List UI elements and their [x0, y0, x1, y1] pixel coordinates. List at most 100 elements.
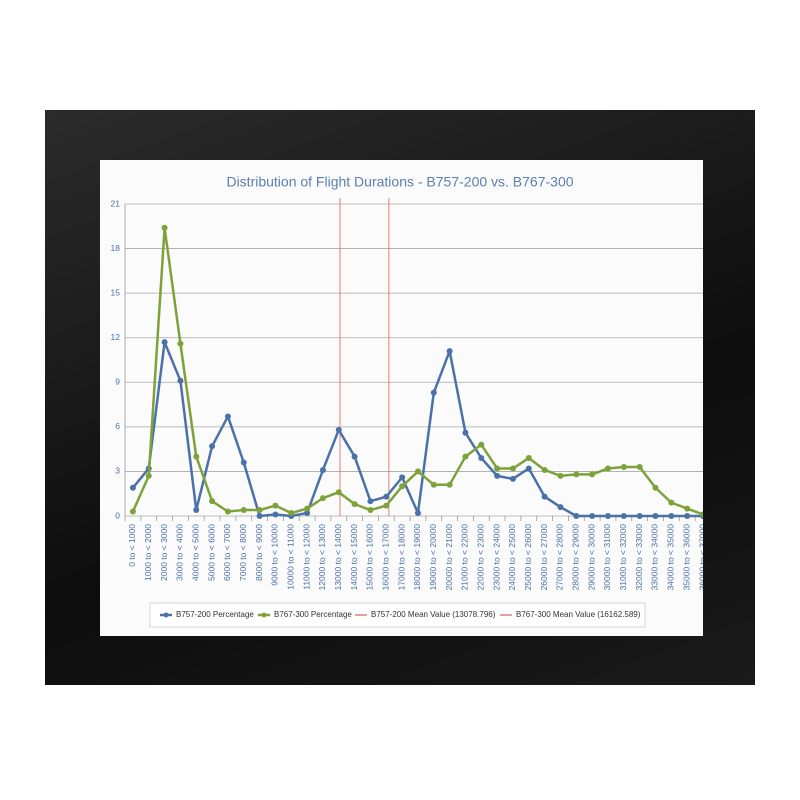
data-point	[193, 453, 200, 460]
data-point	[636, 513, 643, 519]
data-point	[367, 507, 374, 514]
x-tick-label: 8000 to < 9000	[254, 524, 264, 581]
y-tick-label: 15	[111, 287, 121, 297]
data-point	[383, 502, 390, 509]
data-point	[478, 455, 485, 462]
data-point	[304, 510, 311, 517]
x-tick-label: 12000 to < 13000	[317, 524, 327, 591]
data-point	[525, 465, 532, 472]
x-tick-label: 32000 to < 33000	[634, 524, 644, 591]
y-tick-label: 21	[111, 198, 121, 208]
data-point	[335, 426, 342, 433]
x-tick-label: 27000 to < 28000	[555, 524, 565, 591]
monitor-screen: Distribution of Flight Durations - B757-…	[100, 160, 703, 636]
x-tick-label: 18000 to < 19000	[412, 524, 422, 591]
data-point	[462, 453, 469, 460]
data-point	[541, 493, 548, 500]
chart-title: Distribution of Flight Durations - B757-…	[226, 174, 573, 190]
data-point	[256, 507, 263, 514]
data-point	[240, 459, 247, 466]
data-point	[161, 224, 168, 231]
data-point	[399, 483, 406, 490]
data-point	[509, 465, 516, 472]
x-tick-label: 7000 to < 8000	[238, 524, 248, 581]
data-point	[652, 484, 659, 491]
x-tick-label: 25000 to < 26000	[523, 524, 533, 591]
x-tick-label: 24000 to < 25000	[507, 524, 517, 591]
x-tick-label: 26000 to < 27000	[539, 524, 549, 591]
x-tick-label: 3000 to < 4000	[175, 524, 185, 581]
data-point	[541, 466, 548, 473]
x-tick-label: 10000 to < 11000	[286, 524, 296, 590]
x-tick-label: 17000 to < 18000	[396, 524, 406, 591]
x-tick-label: 34000 to < 35000	[666, 524, 676, 591]
x-tick-label: 19000 to < 20000	[428, 524, 438, 591]
data-point	[224, 413, 231, 420]
x-tick-label: 29000 to < 30000	[586, 524, 596, 591]
legend-label: B767-300 Percentage	[274, 610, 352, 619]
data-point	[557, 504, 564, 511]
x-tick-label: 22000 to < 23000	[476, 524, 486, 591]
data-point	[684, 513, 691, 519]
data-point	[319, 466, 326, 473]
x-tick-label: 16000 to < 17000	[381, 524, 391, 591]
x-tick-label: 9000 to < 10000	[270, 524, 280, 586]
x-tick-label: 21000 to < 22000	[460, 524, 470, 591]
data-point	[209, 498, 216, 505]
data-point	[209, 443, 216, 450]
data-point	[652, 513, 659, 519]
data-point	[668, 499, 675, 506]
data-point	[335, 489, 342, 496]
data-point	[256, 513, 263, 519]
data-point	[668, 513, 675, 519]
series-line	[131, 340, 703, 518]
x-tick-label: 6000 to < 7000	[222, 524, 232, 581]
data-point	[414, 468, 421, 475]
x-tick-label: 35000 to < 36000	[681, 524, 691, 591]
x-tick-label: 28000 to < 29000	[571, 524, 581, 591]
chart: Distribution of Flight Durations - B757-…	[111, 174, 703, 628]
legend-swatch-dot	[163, 612, 169, 618]
data-point	[620, 463, 627, 470]
data-point	[351, 501, 358, 508]
data-point	[589, 471, 596, 478]
data-point	[430, 389, 437, 396]
data-point	[494, 472, 501, 479]
x-tick-label: 20000 to < 21000	[444, 524, 454, 591]
data-point	[525, 455, 532, 462]
x-tick-label: 30000 to < 31000	[602, 524, 612, 591]
y-tick-label: 6	[115, 421, 120, 431]
data-point	[573, 513, 580, 519]
x-tick-label: 31000 to < 32000	[618, 524, 628, 591]
y-tick-label: 0	[115, 510, 120, 520]
data-point	[304, 505, 311, 512]
x-tick-label: 13000 to < 14000	[333, 524, 343, 591]
x-tick-label: 0 to < 1000	[127, 524, 137, 567]
data-point	[446, 348, 453, 355]
data-point	[446, 481, 453, 488]
x-tick-label: 5000 to < 6000	[206, 524, 216, 581]
x-tick-label: 4000 to < 5000	[191, 524, 201, 581]
x-tick-label: 36000 to < 37000	[697, 524, 703, 591]
x-tick-label: 23000 to < 24000	[491, 524, 501, 591]
data-point	[240, 507, 247, 514]
x-tick-label: 1000 to < 2000	[143, 524, 153, 581]
data-point	[604, 465, 611, 472]
legend-label: B757-200 Percentage	[176, 610, 254, 619]
y-tick-label: 12	[111, 332, 121, 342]
data-point	[272, 502, 279, 509]
data-point	[367, 498, 374, 505]
data-point	[509, 475, 516, 482]
data-point	[604, 513, 611, 519]
x-tick-label: 33000 to < 34000	[650, 524, 660, 591]
data-point	[177, 340, 184, 347]
data-point	[177, 377, 184, 384]
y-tick-label: 3	[115, 466, 120, 476]
data-point	[272, 511, 279, 518]
legend-label: B757-200 Mean Value (13078.796)	[371, 610, 496, 619]
data-point	[494, 465, 501, 472]
data-point	[161, 339, 168, 346]
data-point	[319, 495, 326, 502]
data-point	[462, 429, 469, 436]
